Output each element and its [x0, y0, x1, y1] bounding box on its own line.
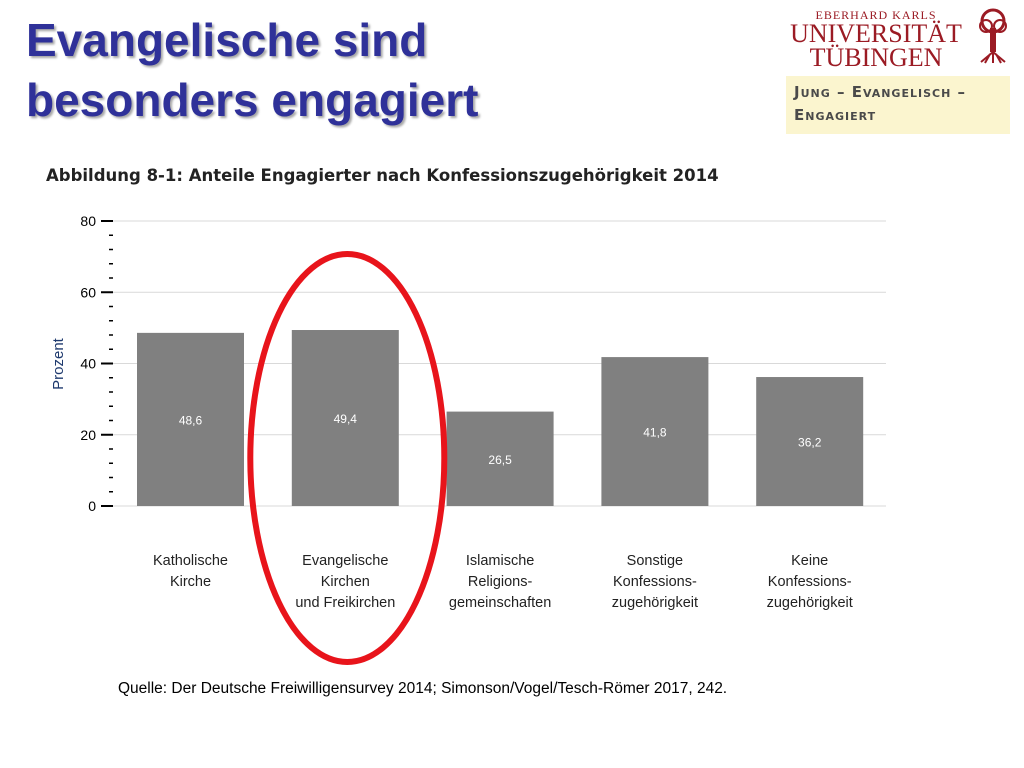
project-banner: Jung – Evangelisch – Engagiert	[786, 76, 1010, 134]
bar-3	[601, 357, 709, 506]
chart-title: Abbildung 8-1: Anteile Engagierter nach …	[46, 166, 719, 185]
bar-0	[137, 332, 244, 506]
x-category-label-4-0: Keine	[791, 553, 828, 569]
bar-value-label-3: 41,8	[643, 426, 667, 440]
y-tick-label-20: 20	[80, 427, 96, 443]
logo-line-1: UNIVERSITÄT	[790, 19, 962, 48]
highlight-ellipse	[247, 251, 448, 665]
logo-line-2: TÜBINGEN	[809, 43, 943, 72]
slide-title: Evangelische sind besonders engagiert	[26, 10, 478, 130]
x-category-label-3-0: Sonstige	[627, 553, 683, 569]
bar-2	[446, 411, 554, 506]
y-tick-label-60: 60	[80, 284, 96, 300]
y-tick-label-40: 40	[80, 356, 96, 372]
slide-title-line-2: besonders engagiert	[26, 74, 479, 126]
x-category-label-3-2: zugehörigkeit	[612, 595, 698, 611]
x-category-label-4-2: zugehörigkeit	[767, 595, 853, 611]
x-category-label-4-1: Konfessions-	[768, 574, 852, 590]
tree-seal-icon	[979, 8, 1007, 64]
x-category-label-0-1: Kirche	[170, 574, 211, 590]
y-tick-label-80: 80	[80, 213, 96, 229]
bar-value-label-4: 36,2	[798, 436, 822, 450]
bar-value-label-2: 26,5	[488, 453, 512, 467]
slide-title-line-1: Evangelische sind	[26, 14, 428, 66]
x-category-label-3-1: Konfessions-	[613, 574, 697, 590]
x-category-label-2-2: gemeinschaften	[449, 595, 551, 611]
logo-line-small: EBERHARD KARLS	[815, 8, 937, 22]
x-category-label-0-0: Katholische	[153, 553, 228, 569]
y-axis-label: Prozent	[50, 337, 67, 390]
x-category-label-1-2: und Freikirchen	[295, 595, 395, 611]
source-note: Quelle: Der Deutsche Freiwilligensurvey …	[118, 680, 728, 697]
banner-line-1: Jung – Evangelisch –	[794, 83, 966, 101]
banner-line-2: Engagiert	[794, 106, 877, 124]
university-logo: EBERHARD KARLS UNIVERSITÄT TÜBINGEN	[786, 8, 1016, 72]
x-category-label-2-1: Religions-	[468, 574, 533, 590]
x-category-label-1-0: Evangelische	[302, 553, 388, 569]
x-category-label-2-0: Islamische	[466, 553, 535, 569]
x-category-label-1-1: Kirchen	[321, 574, 370, 590]
y-tick-label-0: 0	[88, 498, 96, 514]
bar-4	[756, 377, 864, 506]
bar-value-label-1: 49,4	[334, 412, 358, 426]
bar-1	[291, 330, 399, 506]
bar-value-label-0: 48,6	[179, 413, 203, 427]
